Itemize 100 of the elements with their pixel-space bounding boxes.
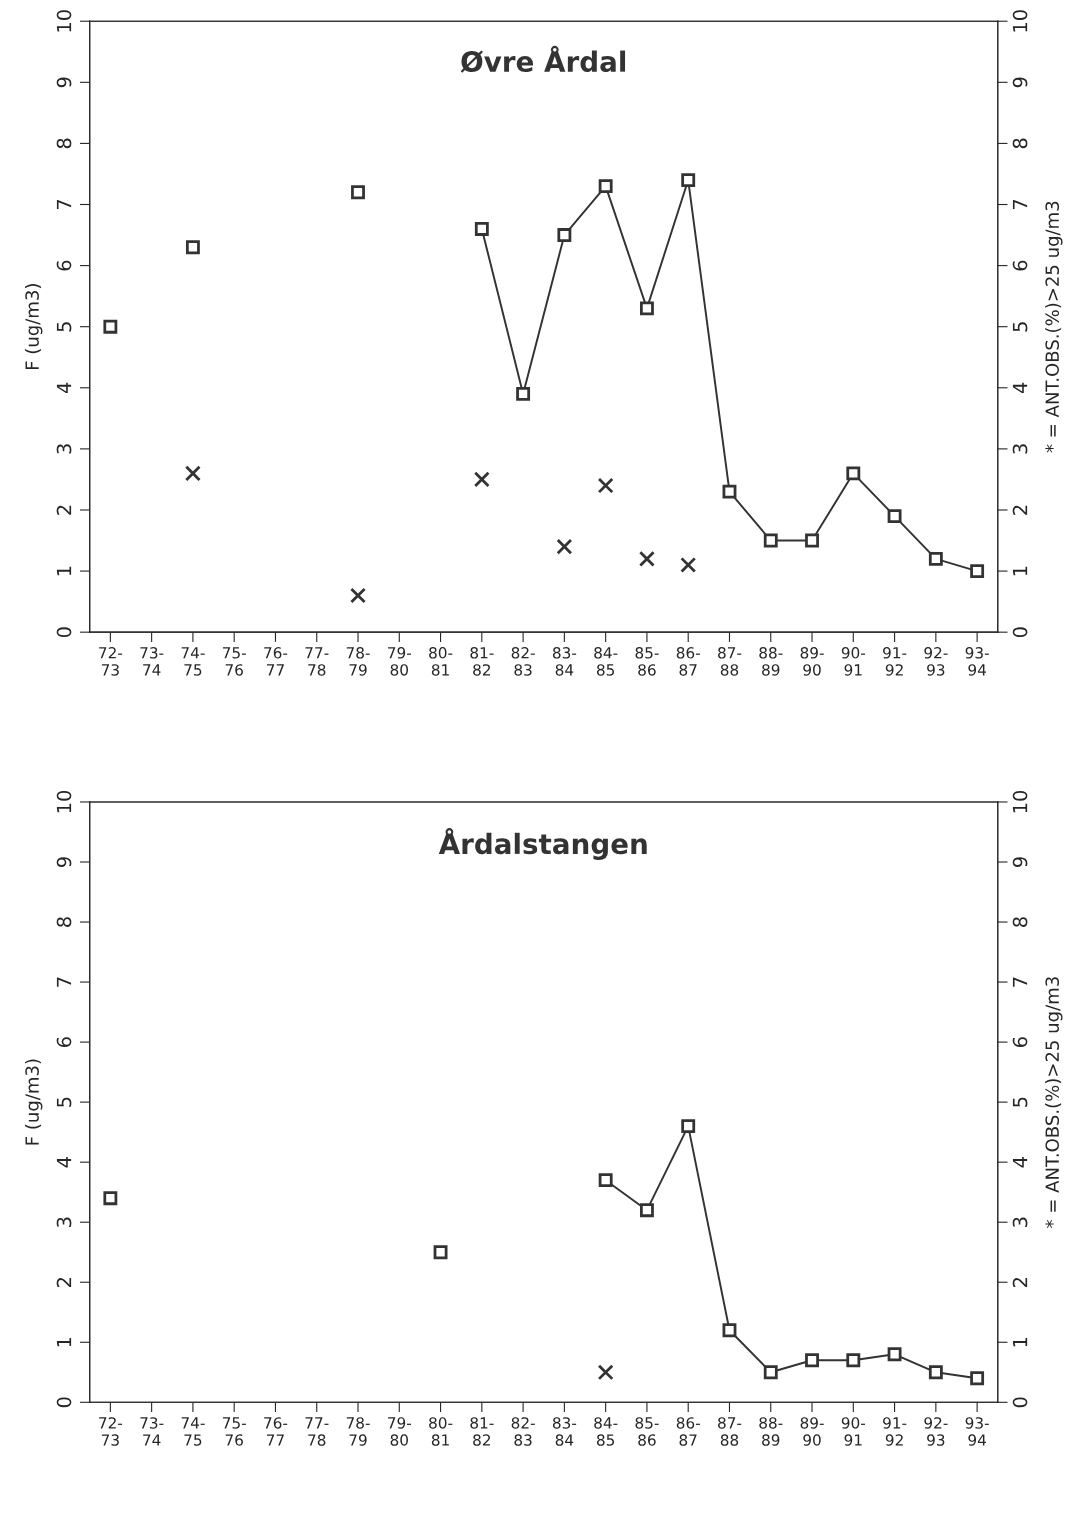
y2-tick-label: 9 [1012, 857, 1028, 867]
y-tick-label: 1 [56, 566, 72, 576]
point [887, 509, 902, 524]
y-tick-label: 2 [56, 1277, 72, 1287]
y-tick-label: 5 [56, 1097, 72, 1107]
point [184, 465, 201, 482]
x-tick-label: 80- 81 [429, 1417, 453, 1446]
x-tick-label: 88- 89 [759, 647, 783, 676]
x-tick-label: 89- 90 [800, 647, 824, 676]
y-tick-label: 7 [56, 977, 72, 987]
point [473, 471, 490, 488]
x-tick-label: 72- 73 [99, 1417, 123, 1446]
point [680, 556, 697, 573]
point [351, 185, 365, 200]
x-tick-label: 90- 91 [841, 1417, 866, 1446]
point [639, 1203, 654, 1218]
x-tick-label: 74- 75 [181, 1417, 205, 1446]
y-tick-label: 5 [56, 322, 72, 332]
x-tick-label: 87- 88 [718, 647, 742, 676]
x-tick-label: 78- 79 [346, 647, 370, 676]
y2-tick-label: 9 [1012, 77, 1028, 88]
point [433, 1245, 448, 1260]
x-tick-label: 88- 89 [759, 1417, 783, 1446]
y2-tick-label: 3 [1012, 1217, 1028, 1227]
y2-tick-label: 10 [1012, 790, 1028, 813]
y-tick-label: 1 [56, 1337, 72, 1347]
point [474, 222, 489, 236]
text: Øvre Årdal [460, 45, 626, 73]
point [970, 564, 985, 579]
x-tick-label: 83- 84 [552, 1417, 577, 1446]
y-tick-label: 7 [56, 199, 72, 210]
x-tick-label: 73- 74 [140, 647, 164, 676]
x-tick-label: 72- 73 [99, 647, 123, 676]
point [970, 1371, 985, 1386]
point [887, 1347, 902, 1362]
point [350, 587, 366, 604]
point [638, 550, 655, 567]
point [516, 386, 531, 401]
y-axis-title: F (ug/m3) [24, 1059, 43, 1145]
y2-tick-label: 4 [1012, 1157, 1028, 1168]
y2-axis-title: * = ANT.OBS.(%)>25 ug/m3 [1045, 977, 1063, 1228]
y2-tick-label: 6 [1012, 1037, 1028, 1047]
point [556, 538, 573, 555]
point [763, 533, 778, 548]
point [598, 1173, 613, 1188]
y-tick-label: 3 [56, 1217, 72, 1227]
y2-tick-label: 6 [1012, 260, 1028, 271]
point [722, 1323, 737, 1338]
point [928, 1365, 943, 1380]
point [681, 173, 696, 188]
x-tick-label: 81- 82 [470, 647, 494, 676]
y-tick-label: 9 [56, 857, 72, 867]
point [928, 551, 943, 566]
point [185, 240, 200, 255]
point [557, 228, 572, 242]
x-tick-label: 77- 78 [305, 647, 329, 676]
x-tick-label: 80- 81 [429, 647, 453, 676]
y2-tick-label: 10 [1012, 10, 1028, 32]
x-tick-label: 93- 94 [965, 647, 989, 676]
x-tick-label: 82- 83 [511, 1417, 535, 1446]
x-tick-label: 92- 93 [924, 1417, 948, 1446]
y-tick-label: 9 [56, 77, 72, 88]
y-tick-label: 8 [56, 917, 72, 927]
point [597, 1364, 614, 1381]
x-tick-label: 89- 90 [800, 1417, 824, 1446]
x-tick-label: 83- 84 [552, 647, 577, 676]
y2-tick-label: 1 [1012, 1337, 1028, 1347]
y2-tick-label: 5 [1012, 322, 1028, 332]
x-tick-label: 76- 77 [264, 1417, 288, 1446]
x-tick-label: 93- 94 [965, 1417, 989, 1446]
x-tick-label: 74- 75 [181, 647, 205, 676]
x-tick-label: 76- 77 [264, 647, 288, 676]
x-tick-label: 92- 93 [924, 647, 948, 676]
point [722, 484, 737, 499]
y-axis-title: F (ug/m3) [24, 284, 43, 370]
y2-tick-label: 2 [1012, 505, 1028, 515]
y2-axis-title: * = ANT.OBS.(%)>25 ug/m3 [1045, 201, 1063, 453]
y2-tick-label: 3 [1012, 444, 1028, 454]
x-tick-label: 86- 87 [676, 1417, 700, 1446]
y2-tick-label: 0 [1012, 1397, 1028, 1408]
y2-tick-label: 2 [1012, 1277, 1028, 1287]
x-tick-label: 81- 82 [470, 1417, 494, 1446]
point [763, 1365, 778, 1380]
y-tick-label: 0 [56, 1397, 72, 1408]
x-tick-label: 79- 80 [388, 647, 412, 676]
y-tick-label: 8 [56, 138, 72, 149]
y2-tick-label: 8 [1012, 917, 1028, 927]
point [639, 301, 654, 316]
x-tick-label: 91- 92 [883, 1417, 907, 1446]
point [598, 179, 613, 194]
point [805, 533, 819, 548]
x-tick-label: 78- 79 [346, 1417, 370, 1446]
x-tick-label: 84- 85 [594, 1417, 618, 1446]
x-tick-label: 77- 78 [305, 1417, 329, 1446]
y-tick-label: 10 [56, 10, 72, 32]
point [103, 319, 118, 334]
y2-tick-label: 7 [1012, 199, 1028, 210]
y-tick-label: 3 [56, 444, 72, 454]
y2-tick-label: 7 [1012, 977, 1028, 987]
y2-tick-label: 5 [1012, 1097, 1028, 1107]
